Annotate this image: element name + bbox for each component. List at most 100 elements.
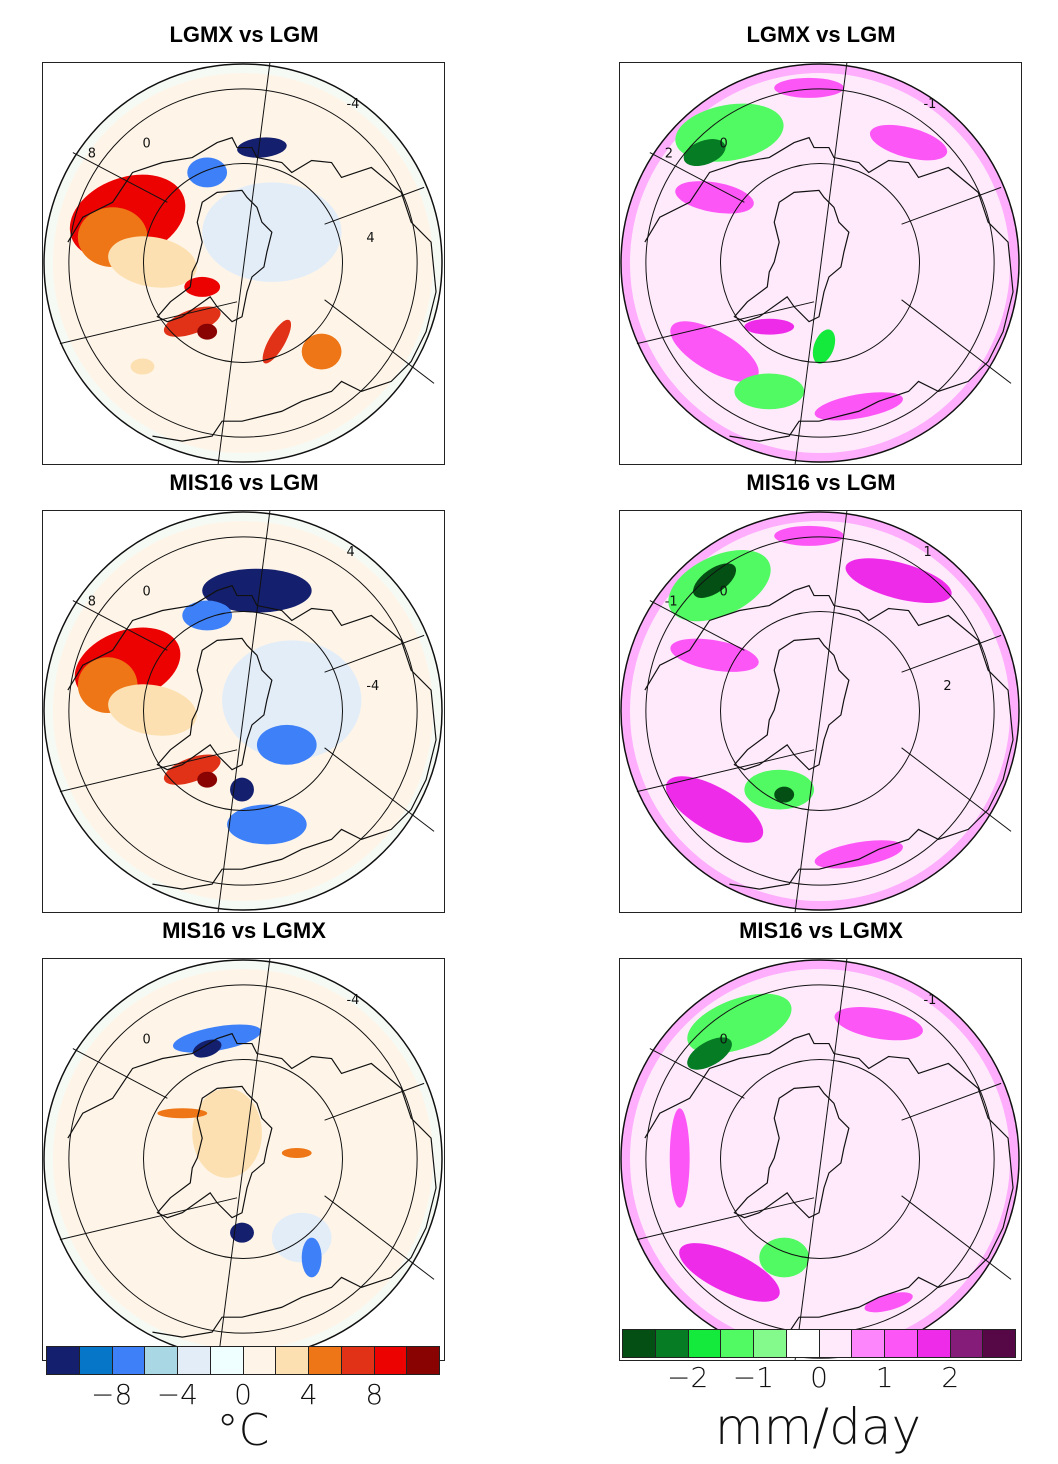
meridian-line: [72, 152, 168, 203]
coastline: [67, 584, 437, 890]
meridian-line: [649, 1048, 745, 1099]
meridian-line: [636, 749, 815, 793]
anomaly-region: [108, 236, 197, 288]
anomaly-region: [814, 392, 903, 421]
map-plot: 0 4 8 -4: [43, 511, 443, 912]
contour-label: -1: [923, 97, 936, 112]
meridian-line: [901, 747, 1012, 832]
anomaly-region: [683, 139, 726, 167]
anomaly-region: [774, 77, 844, 98]
latitude-circle: [68, 536, 418, 886]
map-panel-precip-lgmx-vs-lgm: 0 -1 2: [619, 62, 1022, 465]
colorbar-temperature: [46, 1346, 440, 1375]
colorbar-temperature-unit: °C: [216, 1405, 270, 1456]
colorbar-swatch: [47, 1347, 80, 1374]
anomaly-region: [184, 276, 221, 297]
contour-label: 1: [923, 545, 931, 560]
colorbar-tick-label: −8: [91, 1378, 133, 1411]
meridian-line: [217, 63, 271, 464]
panel-title-4: MIS16 vs LGM: [746, 470, 896, 495]
anomaly-region: [182, 600, 233, 631]
colorbar-tick-label: 2: [941, 1361, 960, 1394]
coastline: [67, 136, 437, 442]
colorbar-swatch: [276, 1347, 309, 1374]
coastline: [67, 1032, 437, 1338]
colorbar-swatch: [688, 1330, 722, 1357]
colorbar-swatch: [819, 1330, 853, 1357]
map-plot: 0 -4 8 4: [43, 63, 443, 464]
map-panel-temp-mis16-vs-lgmx: 0 -4: [42, 958, 445, 1361]
colorbar-tick-label: 8: [365, 1378, 384, 1411]
contour-label: 0: [143, 585, 151, 600]
colorbar-swatch: [721, 1330, 754, 1357]
anomaly-region: [227, 804, 307, 845]
colorbar-tick-label: −2: [667, 1361, 709, 1394]
colorbar-tick-label: 4: [299, 1378, 318, 1411]
latitude-circle: [645, 536, 995, 886]
colorbar-swatch: [341, 1347, 375, 1374]
meridian-line: [636, 1197, 815, 1241]
map-field: [620, 959, 1020, 1359]
coastline-antarctica: [156, 637, 273, 771]
anomaly-region: [812, 329, 836, 364]
contour-label: 4: [346, 545, 354, 560]
colorbar-swatch: [374, 1347, 408, 1374]
anomaly-region: [230, 777, 254, 802]
coastline-antarctica: [733, 189, 850, 323]
anomaly-region: [744, 318, 795, 335]
latitude-circle: [720, 1059, 921, 1260]
anomaly-region: [262, 319, 292, 364]
anomaly-region: [670, 321, 759, 382]
meridian-line: [324, 747, 435, 832]
anomaly-region: [759, 1237, 810, 1278]
anomaly-region: [301, 333, 342, 370]
meridian-line: [901, 299, 1012, 384]
meridian-line: [901, 1082, 1002, 1121]
latitude-circle: [68, 984, 418, 1334]
contour-label: -1: [665, 595, 678, 610]
anomaly-region: [108, 684, 197, 736]
anomaly-region: [130, 358, 155, 375]
colorbar-swatch: [210, 1347, 244, 1374]
meridian-line: [217, 511, 271, 912]
colorbar-swatch: [917, 1330, 951, 1357]
map-field: [43, 959, 443, 1359]
contour-label: -4: [346, 993, 359, 1008]
coastline-antarctica: [733, 1085, 850, 1219]
coastline: [644, 1032, 1014, 1338]
map-field: [43, 511, 443, 911]
contour-label: 0: [720, 585, 728, 600]
anomaly-region: [163, 754, 221, 785]
meridian-line: [324, 1195, 435, 1280]
meridian-line: [901, 186, 1002, 225]
map-panel-temp-mis16-vs-lgm: 0 4 8 -4: [42, 510, 445, 913]
colorbar-swatch: [950, 1330, 984, 1357]
anomaly-region: [202, 568, 312, 613]
anomaly-region: [675, 181, 754, 214]
contour-label: -4: [346, 97, 359, 112]
contour-label: 8: [88, 595, 96, 610]
anomaly-region: [237, 137, 287, 158]
map-plot: 0 -4: [43, 959, 443, 1360]
map-boundary: [620, 959, 1020, 1359]
colorbar-swatch: [79, 1347, 113, 1374]
colorbar-swatch: [145, 1347, 178, 1374]
contour-label: 2: [943, 679, 951, 694]
map-boundary: [43, 511, 443, 911]
colorbar-tick-label: 0: [810, 1361, 828, 1394]
latitude-circle: [645, 88, 995, 438]
meridian-line: [649, 152, 745, 203]
map-panel-precip-mis16-vs-lgmx: 0 -1: [619, 958, 1022, 1361]
anomaly-region: [814, 840, 903, 869]
anomaly-region: [845, 558, 952, 604]
meridian-line: [72, 600, 168, 651]
anomaly-region: [693, 563, 737, 598]
anomaly-region: [271, 1212, 332, 1263]
contour-label: 8: [88, 147, 96, 162]
meridian-line: [649, 600, 745, 651]
map-plot: 0 -1 2: [620, 63, 1020, 464]
meridian-line: [324, 299, 435, 384]
anomaly-region: [361, 1108, 402, 1208]
map-boundary: [620, 511, 1020, 911]
colorbar-swatch: [852, 1330, 885, 1357]
